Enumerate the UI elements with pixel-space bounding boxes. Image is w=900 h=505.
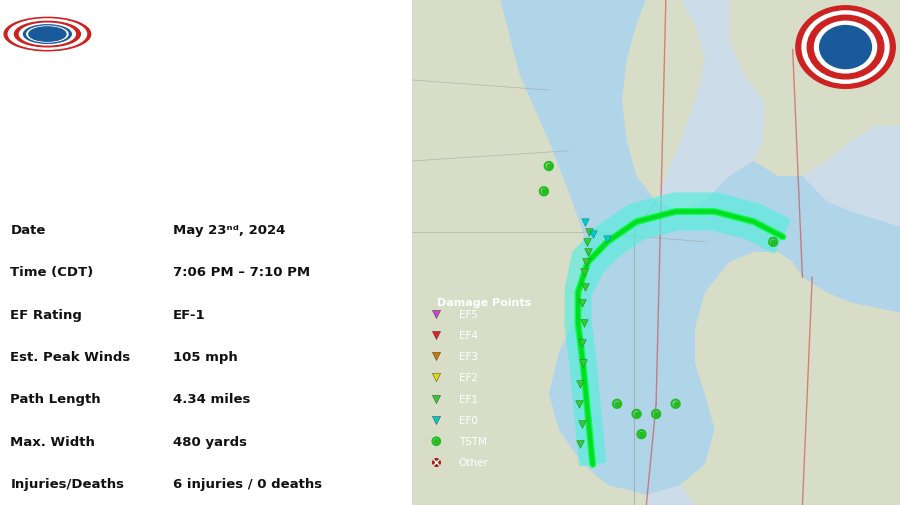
Text: 105 mph: 105 mph bbox=[173, 350, 238, 363]
Point bbox=[581, 228, 596, 236]
Point bbox=[429, 310, 444, 318]
Text: 6 injuries / 0 deaths: 6 injuries / 0 deaths bbox=[173, 477, 322, 490]
Polygon shape bbox=[500, 0, 900, 495]
Point bbox=[578, 218, 592, 226]
Text: TSTM: TSTM bbox=[459, 436, 487, 446]
Circle shape bbox=[23, 26, 71, 44]
Point bbox=[634, 430, 649, 438]
Point bbox=[600, 236, 615, 244]
Point bbox=[575, 420, 590, 428]
Text: 7:06 PM – 7:10 PM: 7:06 PM – 7:10 PM bbox=[173, 266, 310, 279]
Circle shape bbox=[20, 24, 76, 46]
Point bbox=[575, 339, 590, 347]
Point bbox=[577, 319, 591, 327]
Text: EF-1: EF-1 bbox=[173, 308, 206, 321]
Point bbox=[669, 400, 683, 408]
Text: EF2: EF2 bbox=[459, 373, 478, 383]
Text: EF5: EF5 bbox=[459, 309, 478, 319]
Point bbox=[429, 395, 444, 403]
Point bbox=[536, 188, 551, 196]
Point bbox=[580, 238, 594, 246]
Circle shape bbox=[807, 16, 884, 80]
Point bbox=[577, 269, 591, 277]
Text: Eastern Henderson/Southwest Smith: Eastern Henderson/Southwest Smith bbox=[53, 170, 359, 185]
Point bbox=[576, 360, 590, 368]
Text: EF Rating: EF Rating bbox=[10, 308, 82, 321]
Point bbox=[536, 188, 551, 196]
Text: County, TX Tornado: County, TX Tornado bbox=[126, 191, 286, 206]
Circle shape bbox=[796, 7, 896, 89]
Point bbox=[429, 374, 444, 382]
Text: Preliminary: Preliminary bbox=[101, 96, 290, 124]
Circle shape bbox=[820, 26, 871, 69]
Point bbox=[766, 238, 780, 246]
Circle shape bbox=[823, 29, 868, 67]
Circle shape bbox=[8, 20, 86, 50]
Point bbox=[429, 459, 444, 467]
Point bbox=[429, 416, 444, 424]
Polygon shape bbox=[412, 0, 646, 505]
Text: EF0: EF0 bbox=[459, 415, 478, 425]
Point bbox=[669, 400, 683, 408]
Point bbox=[573, 440, 588, 448]
Text: ☁: ☁ bbox=[41, 114, 53, 124]
Point bbox=[429, 459, 444, 467]
Polygon shape bbox=[564, 193, 791, 467]
Point bbox=[629, 410, 643, 418]
Polygon shape bbox=[622, 0, 705, 202]
Point bbox=[542, 163, 556, 171]
Circle shape bbox=[814, 22, 877, 74]
Text: Damage Points: Damage Points bbox=[436, 297, 531, 307]
Point bbox=[580, 248, 595, 257]
Point bbox=[766, 238, 780, 246]
Point bbox=[629, 410, 643, 418]
Text: May 23ⁿᵈ, 2024: May 23ⁿᵈ, 2024 bbox=[173, 223, 285, 236]
Point bbox=[579, 259, 593, 267]
Point bbox=[429, 437, 444, 445]
Circle shape bbox=[29, 28, 66, 42]
Text: Max. Width: Max. Width bbox=[10, 435, 95, 448]
Text: EF4: EF4 bbox=[459, 330, 478, 340]
Circle shape bbox=[14, 22, 80, 47]
Point bbox=[578, 284, 592, 292]
Point bbox=[649, 410, 663, 418]
Point bbox=[542, 163, 556, 171]
Point bbox=[610, 400, 625, 408]
Circle shape bbox=[27, 27, 68, 43]
Point bbox=[572, 400, 586, 408]
Circle shape bbox=[802, 12, 889, 84]
Text: 480 yards: 480 yards bbox=[173, 435, 248, 448]
Text: Date: Date bbox=[10, 223, 46, 236]
Text: SHREVEPORT, LA: SHREVEPORT, LA bbox=[97, 46, 236, 62]
Point bbox=[573, 380, 588, 388]
Point bbox=[586, 231, 600, 239]
Text: Path Length: Path Length bbox=[10, 393, 101, 406]
Text: Other: Other bbox=[459, 458, 489, 468]
Text: EF3: EF3 bbox=[459, 351, 478, 362]
Text: Damage Survey Results: Damage Survey Results bbox=[101, 136, 315, 150]
Polygon shape bbox=[729, 0, 900, 111]
Text: NATIONAL WEATHER SERVICE: NATIONAL WEATHER SERVICE bbox=[97, 17, 373, 34]
Text: Injuries/Deaths: Injuries/Deaths bbox=[10, 477, 124, 490]
Circle shape bbox=[4, 18, 91, 52]
Point bbox=[649, 410, 663, 418]
Point bbox=[634, 430, 649, 438]
Text: EF1: EF1 bbox=[459, 394, 478, 404]
Point bbox=[429, 437, 444, 445]
Text: Est. Peak Winds: Est. Peak Winds bbox=[10, 350, 130, 363]
Point bbox=[610, 400, 625, 408]
Point bbox=[429, 352, 444, 361]
Text: 4.34 miles: 4.34 miles bbox=[173, 393, 250, 406]
Point bbox=[575, 299, 590, 307]
Text: Time (CDT): Time (CDT) bbox=[10, 266, 94, 279]
Polygon shape bbox=[680, 252, 900, 505]
Polygon shape bbox=[753, 61, 900, 177]
Point bbox=[429, 331, 444, 339]
